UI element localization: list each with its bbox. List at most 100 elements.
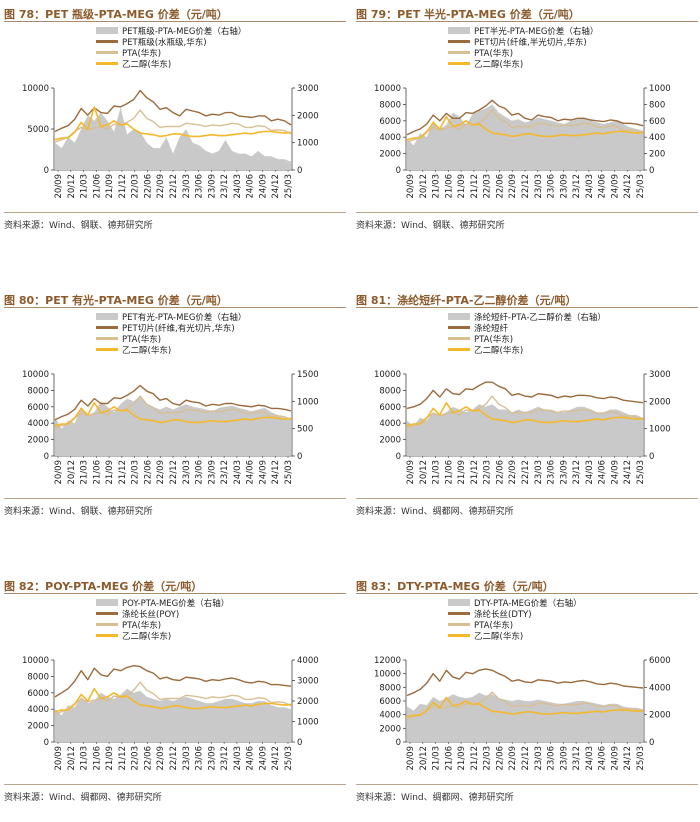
y-left-tick-label: 6000 [27, 403, 49, 413]
legend-label: 乙二醇(华东) [122, 631, 171, 642]
x-tick-label: 21/09 [457, 174, 467, 199]
y-right-tick-label: 1000 [649, 84, 671, 94]
legend: PET半光-PTA-MEG价差（右轴）PET切片(纤维,半光切片,华东)PTA(… [448, 26, 598, 70]
x-tick-label: 23/09 [207, 746, 217, 771]
y-right-tick-label: 2000 [649, 711, 671, 721]
y-right-tick-label: 0 [649, 738, 654, 748]
x-tick-label: 21/03 [80, 174, 90, 199]
series-0 [407, 404, 643, 456]
y-right-tick-label: 1000 [297, 139, 319, 149]
series-line [406, 691, 644, 720]
legend-label: PTA(华东) [474, 48, 513, 59]
y-right-tick-label: 3000 [297, 84, 319, 94]
series-0 [55, 395, 291, 456]
series-3 [406, 401, 644, 427]
legend-swatch-spread [96, 599, 118, 606]
y-left-tick-label: 12000 [374, 656, 401, 666]
series-3 [54, 401, 292, 427]
legend-swatch-spread [448, 27, 470, 34]
x-tick-label: 23/09 [559, 460, 569, 485]
x-tick-label: 24/06 [246, 460, 256, 485]
series-line [406, 401, 644, 427]
source-rule [4, 212, 346, 213]
series-1 [54, 384, 292, 421]
x-tick-label: 21/03 [80, 746, 90, 771]
y-right-tick-label: 6000 [649, 656, 671, 666]
x-tick-label: 22/06 [495, 746, 505, 771]
title-rule [4, 21, 346, 22]
chart-panel-80: 图 80：PET 有光-PTA-MEG 价差（元/吨） PET有光-PTA-ME… [4, 286, 346, 536]
series-line [406, 381, 644, 410]
x-tick-label: 24/06 [598, 174, 608, 199]
x-tick-label: 22/03 [131, 460, 141, 485]
y-right-tick-label: 200 [649, 150, 665, 160]
legend: DTY-PTA-MEG价差（右轴）涤纶长丝(DTY)PTA(华东)乙二醇(华东) [448, 598, 582, 642]
x-tick-label: 24/09 [610, 746, 620, 771]
y-right-tick-label: 2000 [297, 111, 319, 121]
y-left-tick-label: 0 [396, 738, 401, 748]
source-note: 资料来源：Wind、钢联、德邦研究所 [4, 507, 153, 517]
x-tick-label: 24/09 [258, 746, 268, 771]
series-line [54, 109, 292, 143]
series-3 [406, 115, 644, 141]
x-tick-label: 24/12 [271, 460, 281, 485]
series-line [406, 99, 644, 136]
spread-area [55, 688, 291, 742]
x-tick-label: 21/09 [457, 746, 467, 771]
x-tick-label: 24/03 [585, 460, 595, 485]
chart-panel-78: 图 78：PET 瓶级-PTA-MEG 价差（元/吨） PET瓶级-PTA-ME… [4, 0, 346, 250]
spread-area [407, 692, 643, 742]
x-tick-label: 22/06 [495, 174, 505, 199]
series-line [54, 106, 292, 141]
chart-panel-83: 图 83：DTY-PTA-MEG 价差（元/吨） DTY-PTA-MEG价差（右… [356, 572, 698, 822]
y-left-tick-label: 8000 [27, 386, 49, 396]
legend-label: PET半光-PTA-MEG价差（右轴） [474, 26, 598, 37]
legend-label: DTY-PTA-MEG价差（右轴） [474, 598, 582, 609]
source-note: 资料来源：Wind、绸都网、德邦研究所 [356, 507, 514, 517]
x-tick-label: 23/09 [559, 746, 569, 771]
legend: PET瓶级-PTA-MEG价差（右轴）PET瓶级(水瓶级,华东)PTA(华东)乙… [96, 26, 246, 70]
legend-label: 乙二醇(华东) [474, 59, 523, 70]
x-tick-label: 21/06 [92, 460, 102, 485]
y-right-tick-label: 400 [649, 133, 665, 143]
y-right-tick-label: 0 [297, 452, 302, 462]
x-tick-label: 23/06 [547, 460, 557, 485]
x-tick-label: 24/06 [598, 746, 608, 771]
x-tick-label: 21/12 [118, 746, 128, 771]
x-tick-label: 23/06 [195, 460, 205, 485]
series-1 [406, 668, 644, 697]
x-tick-label: 24/09 [610, 174, 620, 199]
chart-82: POY-PTA-MEG价差（右轴）涤纶长丝(POY)PTA(华东)乙二醇(华东)… [22, 598, 319, 771]
y-left-tick-label: 10000 [374, 670, 401, 680]
y-right-tick-label: 500 [297, 425, 313, 435]
x-tick-label: 23/12 [572, 174, 582, 199]
x-tick-label: 22/06 [495, 460, 505, 485]
series-line [406, 696, 644, 718]
series-3 [54, 106, 292, 141]
x-tick-label: 22/03 [131, 174, 141, 199]
x-tick-label: 24/03 [233, 460, 243, 485]
legend-label: PTA(华东) [122, 48, 161, 59]
legend-label: PET瓶级-PTA-MEG价差（右轴） [122, 26, 246, 37]
axes: 0 2000 4000 6000 8000 10000 0 200 400 600 800 1000 2… [374, 84, 671, 199]
legend-swatch-spread [96, 313, 118, 320]
x-tick-label: 21/06 [444, 746, 454, 771]
x-tick-label: 21/03 [432, 460, 442, 485]
x-tick-label: 25/03 [636, 460, 646, 485]
x-tick-label: 20/09 [54, 174, 64, 199]
x-tick-label: 21/06 [444, 174, 454, 199]
y-left-tick-label: 5000 [27, 125, 49, 135]
y-right-tick-label: 4000 [649, 683, 671, 693]
source-rule [4, 498, 346, 499]
series-3 [54, 687, 292, 713]
x-tick-label: 24/03 [233, 746, 243, 771]
legend-label: PTA(华东) [122, 334, 161, 345]
legend-label: PTA(华东) [474, 334, 513, 345]
title-rule [4, 593, 346, 594]
series-1 [406, 99, 644, 136]
y-left-tick-label: 0 [44, 452, 49, 462]
chart-title: 图 78：PET 瓶级-PTA-MEG 价差（元/吨） [4, 8, 228, 21]
y-left-tick-label: 4000 [27, 419, 49, 429]
x-tick-label: 25/03 [284, 174, 294, 199]
x-tick-label: 22/12 [169, 460, 179, 485]
